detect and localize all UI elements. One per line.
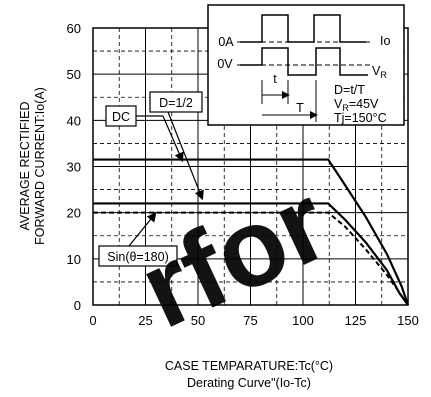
y-tick-label: 50 [67,67,81,82]
x-tick-label: 125 [345,313,367,328]
data-curves [93,158,410,306]
svg-text:T: T [296,101,304,115]
x-tick-label: 100 [292,313,314,328]
x-tick-label: 0 [89,313,96,328]
series-line-1 [93,202,409,306]
y-tick-label: 20 [67,206,81,221]
series-line-0 [93,158,410,306]
svg-text:0V: 0V [217,57,233,71]
y-axis-label-line2: FORWARD CURRENT:Io(A) [33,87,47,245]
svg-text:VR=45V: VR=45V [334,97,379,113]
x-axis-sublabel: Derating Curve"(Io-Tc) [187,376,311,390]
x-axis-label: CASE TEMPARATURE:Tc(°C) [165,359,333,373]
tick-labels: 0 25 50 75 100 125 150 0 10 20 30 40 50 60 [67,21,419,328]
svg-text:Tj=150°C: Tj=150°C [334,111,387,125]
y-tick-label: 40 [67,113,81,128]
svg-text:D=t/T: D=t/T [334,83,365,97]
y-tick-label: 0 [74,298,81,313]
voltage-waveform [240,47,368,76]
y-tick-label: 60 [67,21,81,36]
svg-text:Io: Io [380,34,390,48]
y-tick-label: 10 [67,252,81,267]
x-tick-label: 150 [397,313,419,328]
y-axis-label-line1: AVERAGE RECTIFIED [18,102,32,231]
current-waveform [240,14,366,43]
svg-text:0A: 0A [218,35,234,49]
waveform-inset: 0A Io 0V VR t T D=t/T VR=45V Tj=150°C [207,4,405,126]
half-duty-annotation: D=1/2 [149,91,204,201]
svg-text:VR: VR [372,64,387,80]
svg-text:Sin(θ=180): Sin(θ=180) [107,250,169,264]
dc-annotation: DC [105,105,184,163]
sin-annotation: Sin(θ=180) [98,212,178,267]
svg-text:DC: DC [112,110,130,124]
series-line-2 [93,211,409,306]
svg-text:D=1/2: D=1/2 [159,96,193,110]
y-tick-label: 30 [67,160,81,175]
x-tick-label: 75 [243,313,257,328]
svg-text:t: t [273,72,277,86]
x-tick-label: 25 [138,313,152,328]
x-tick-label: 50 [191,313,205,328]
